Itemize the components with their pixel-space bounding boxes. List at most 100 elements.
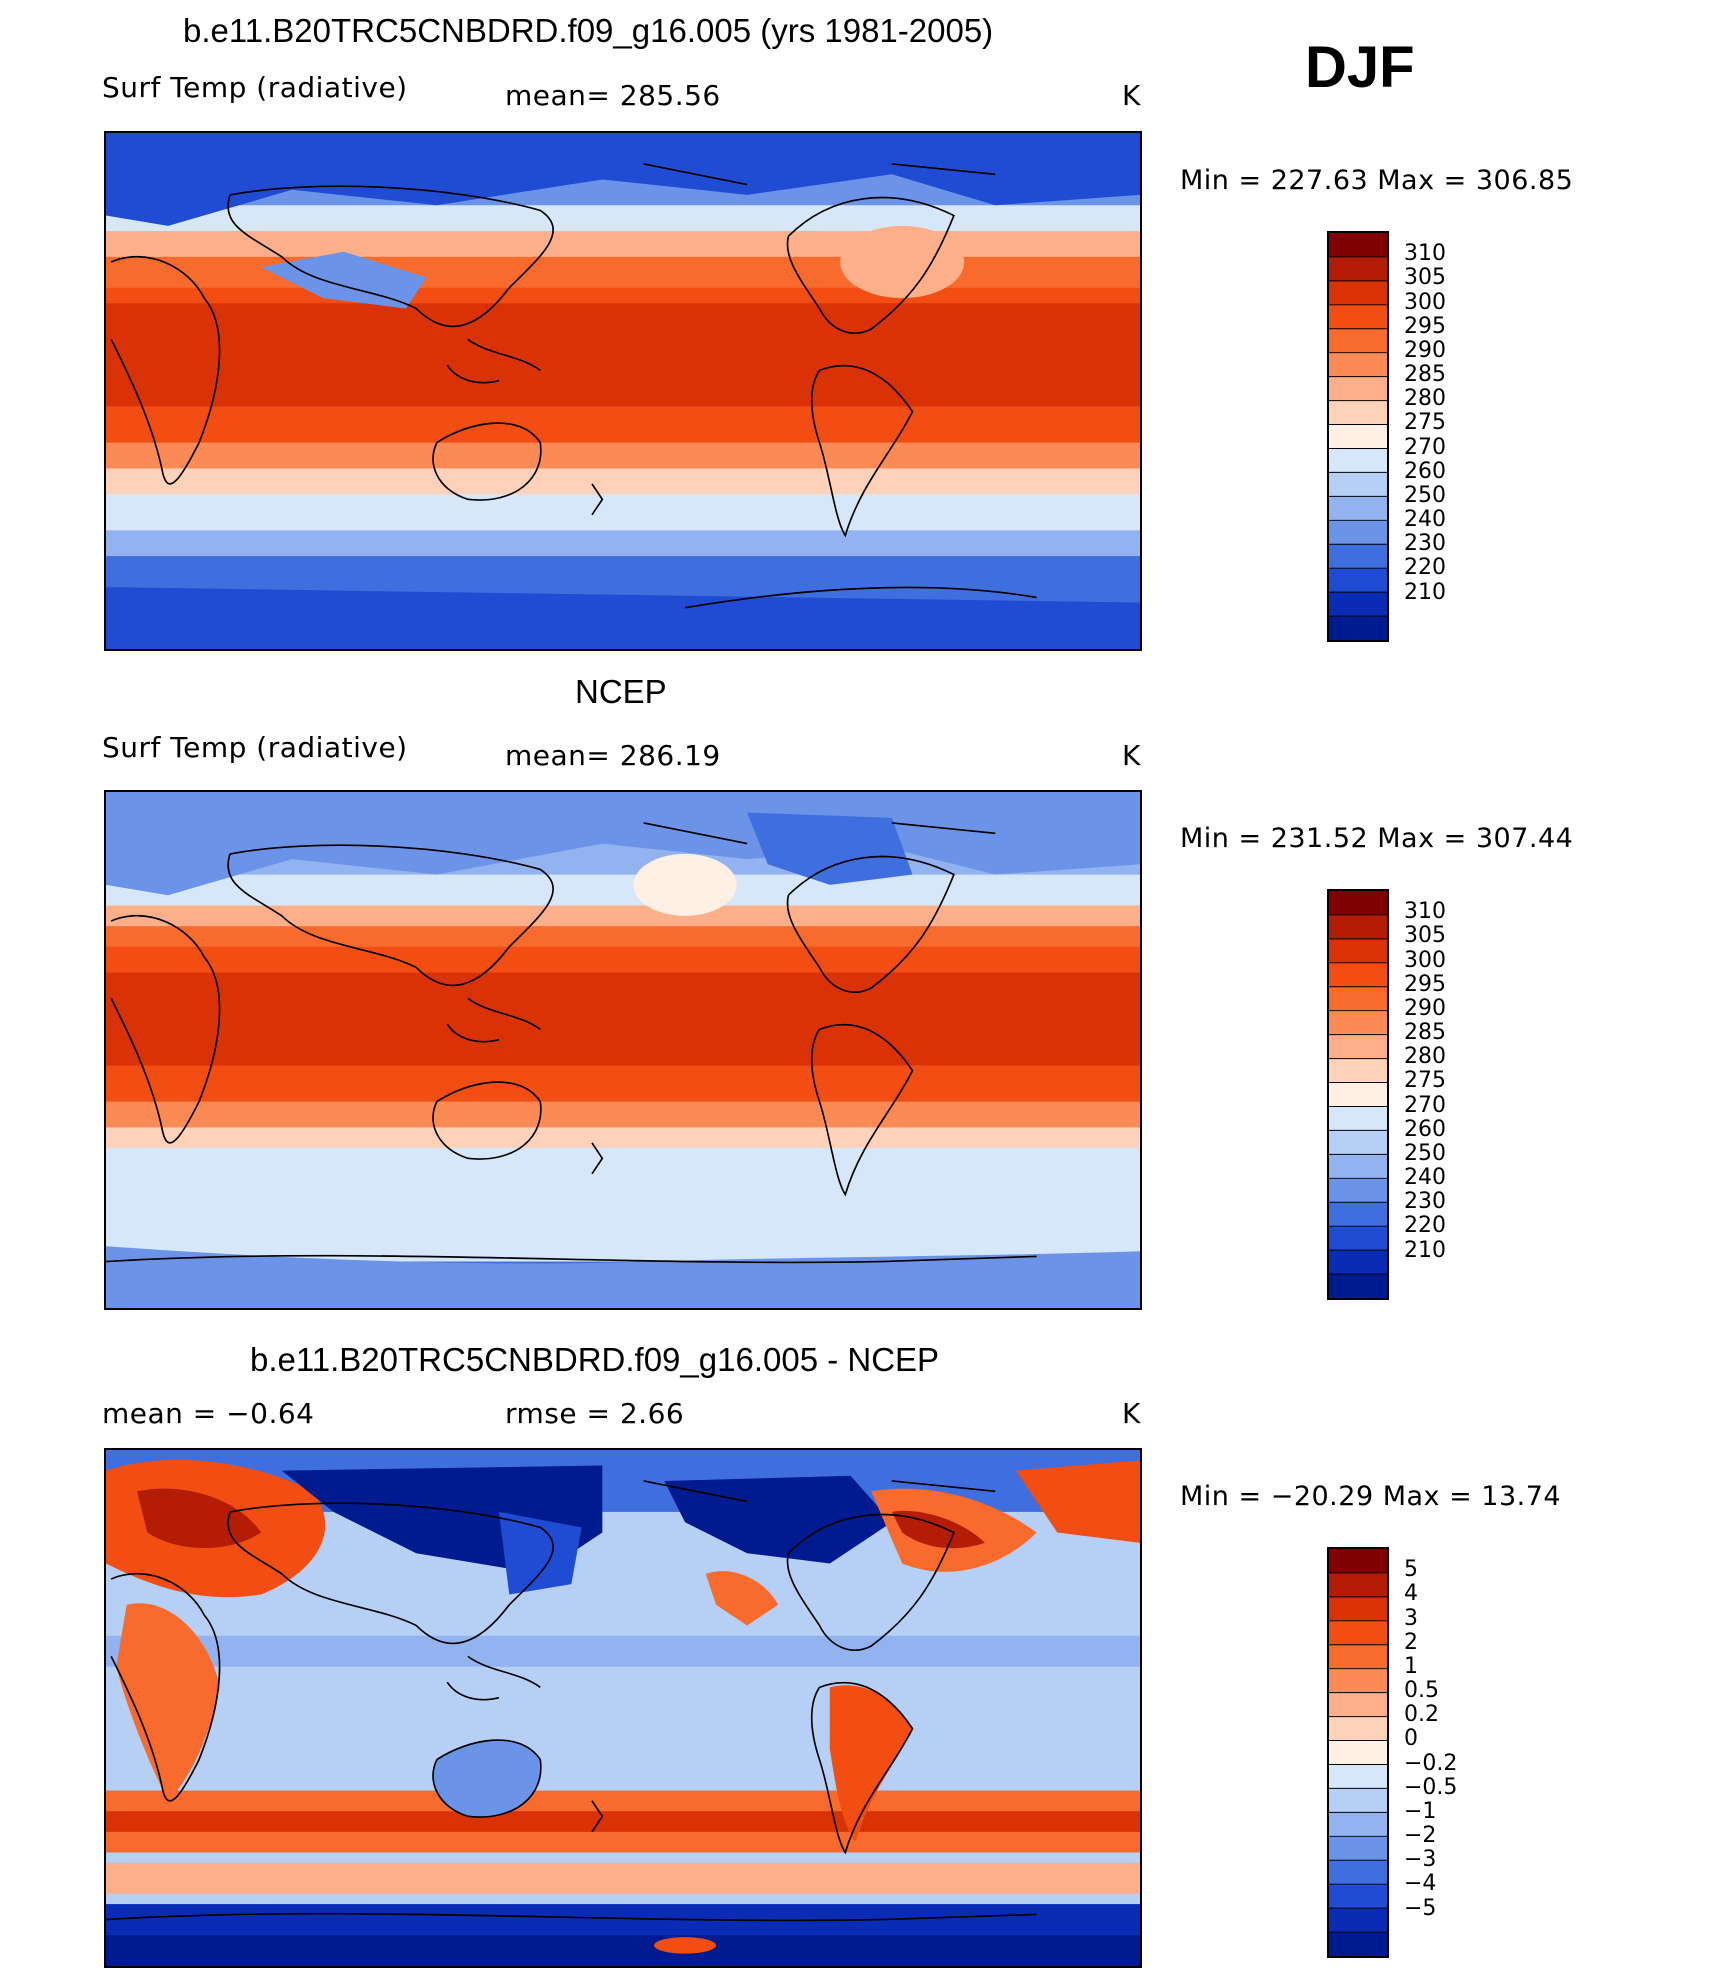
colorbar-tick-label: 220 [1404, 1213, 1446, 1239]
colorbar-swatch [1329, 1836, 1387, 1861]
colorbar-swatch [1329, 520, 1387, 545]
colorbar-swatch [1329, 568, 1387, 593]
colorbar-swatch [1329, 1202, 1387, 1227]
colorbar-tick-label: 250 [1404, 482, 1446, 508]
panel-3-colorbar [1327, 1547, 1389, 1958]
panel-1-colorbar [1327, 231, 1389, 642]
colorbar-swatch [1329, 1644, 1387, 1670]
colorbar-swatch [1329, 1740, 1387, 1765]
colorbar-tick-label: 295 [1404, 971, 1446, 997]
colorbar-swatch [1329, 1549, 1387, 1574]
colorbar-tick-label: 275 [1404, 410, 1446, 436]
colorbar-tick-label: 220 [1404, 555, 1446, 581]
panel-3-colorbar-swatches [1329, 1549, 1387, 1956]
colorbar-tick-label: 295 [1404, 313, 1446, 339]
colorbar-swatch [1329, 544, 1387, 569]
panel-1-min-max: Min = 227.63 Max = 306.85 [1180, 165, 1574, 196]
colorbar-swatch [1329, 616, 1387, 640]
panel-2-variable-label: Surf Temp (radiative) [102, 731, 408, 764]
colorbar-tick-label: 4 [1404, 1581, 1418, 1607]
panel-3-map [104, 1448, 1142, 1968]
colorbar-swatch [1329, 891, 1387, 916]
colorbar-tick-label: 260 [1404, 1116, 1446, 1142]
colorbar-swatch [1329, 1716, 1387, 1742]
colorbar-tick-label: 310 [1404, 241, 1446, 267]
colorbar-swatch [1329, 280, 1387, 306]
colorbar-swatch [1329, 1620, 1387, 1646]
colorbar-tick-label: 280 [1404, 1044, 1446, 1070]
panel-1-mean-label: mean= 285.56 [505, 79, 721, 112]
colorbar-tick-label: 280 [1404, 386, 1446, 412]
colorbar-tick-label: 305 [1404, 265, 1446, 291]
colorbar-tick-label: 300 [1404, 947, 1446, 973]
colorbar-swatch [1329, 1764, 1387, 1789]
panel-2-title: NCEP [575, 673, 667, 710]
panel-3-rmse-label: rmse = 2.66 [505, 1397, 685, 1430]
colorbar-swatch [1329, 962, 1387, 988]
panel-2-mean-label: mean= 286.19 [505, 739, 721, 772]
colorbar-swatch [1329, 1596, 1387, 1622]
colorbar-swatch [1329, 328, 1387, 354]
colorbar-swatch [1329, 1250, 1387, 1275]
colorbar-swatch [1329, 1178, 1387, 1203]
colorbar-swatch [1329, 1274, 1387, 1298]
colorbar-tick-label: 270 [1404, 1092, 1446, 1118]
panel-2-map [104, 790, 1142, 1310]
colorbar-swatch [1329, 1932, 1387, 1956]
colorbar-tick-label: 0.2 [1404, 1702, 1439, 1728]
colorbar-swatch [1329, 1154, 1387, 1179]
colorbar-tick-label: 275 [1404, 1068, 1446, 1094]
colorbar-swatch [1329, 938, 1387, 964]
colorbar-tick-label: 270 [1404, 434, 1446, 460]
colorbar-swatch [1329, 1788, 1387, 1813]
colorbar-tick-label: 210 [1404, 1237, 1446, 1263]
colorbar-swatch [1329, 1058, 1387, 1084]
colorbar-swatch [1329, 496, 1387, 521]
colorbar-swatch [1329, 256, 1387, 282]
colorbar-swatch [1329, 1908, 1387, 1933]
colorbar-swatch [1329, 914, 1387, 940]
panel-1-map [104, 131, 1142, 651]
panel-1-colorbar-swatches [1329, 233, 1387, 640]
panel-3-title: b.e11.B20TRC5CNBDRD.f09_g16.005 - NCEP [250, 1341, 940, 1378]
colorbar-tick-label: 260 [1404, 458, 1446, 484]
colorbar-tick-label: 2 [1404, 1629, 1418, 1655]
colorbar-swatch [1329, 1812, 1387, 1837]
colorbar-swatch [1329, 472, 1387, 497]
colorbar-tick-label: 3 [1404, 1605, 1418, 1631]
season-label: DJF [1305, 35, 1415, 100]
colorbar-swatch [1329, 1692, 1387, 1718]
colorbar-tick-label: −4 [1404, 1871, 1437, 1897]
colorbar-tick-label: −0.5 [1404, 1774, 1458, 1800]
panel-2-colorbar [1327, 889, 1389, 1300]
colorbar-tick-label: 230 [1404, 531, 1446, 557]
colorbar-tick-label: 5 [1404, 1557, 1418, 1583]
panel-1-map-field [106, 133, 1140, 649]
panel-1-title: b.e11.B20TRC5CNBDRD.f09_g16.005 (yrs 198… [183, 12, 994, 49]
colorbar-swatch [1329, 1884, 1387, 1909]
colorbar-swatch [1329, 1082, 1387, 1107]
colorbar-swatch [1329, 352, 1387, 378]
panel-3-mean-label: mean = −0.64 [102, 1397, 315, 1430]
colorbar-tick-label: −2 [1404, 1823, 1437, 1849]
colorbar-swatch [1329, 986, 1387, 1012]
colorbar-tick-label: 210 [1404, 579, 1446, 605]
colorbar-swatch [1329, 1130, 1387, 1155]
colorbar-tick-label: 0.5 [1404, 1678, 1439, 1704]
colorbar-tick-label: 290 [1404, 337, 1446, 363]
colorbar-tick-label: 0 [1404, 1726, 1418, 1752]
panel-2-colorbar-swatches [1329, 891, 1387, 1298]
colorbar-tick-label: −3 [1404, 1847, 1437, 1873]
panel-1-units: K [1122, 79, 1141, 112]
colorbar-tick-label: 305 [1404, 923, 1446, 949]
colorbar-tick-label: −0.2 [1404, 1750, 1458, 1776]
colorbar-tick-label: 300 [1404, 289, 1446, 315]
panel-3-min-max: Min = −20.29 Max = 13.74 [1180, 1481, 1562, 1512]
colorbar-swatch [1329, 233, 1387, 258]
colorbar-tick-label: 1 [1404, 1653, 1418, 1679]
panel-2-map-field [106, 792, 1140, 1308]
colorbar-tick-label: 240 [1404, 1165, 1446, 1191]
colorbar-tick-label: −5 [1404, 1895, 1437, 1921]
colorbar-swatch [1329, 424, 1387, 449]
colorbar-swatch [1329, 1226, 1387, 1251]
